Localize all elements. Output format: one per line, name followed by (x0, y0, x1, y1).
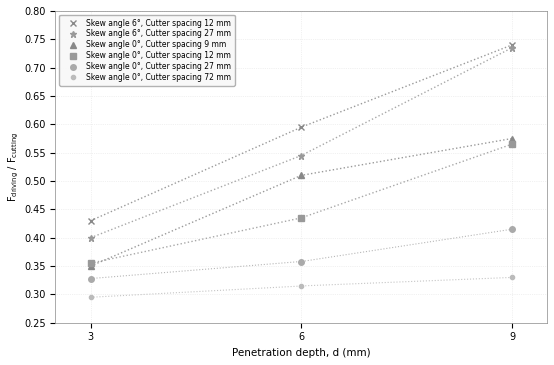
Skew angle 0°, Cutter spacing 12 mm (509, 142, 515, 146)
Skew angle 0°, Cutter spacing 9 mm (88, 264, 94, 268)
Line: Skew angle 6°, Cutter spacing 12 mm: Skew angle 6°, Cutter spacing 12 mm (87, 42, 515, 224)
Skew angle 6°, Cutter spacing 27 mm (298, 153, 305, 158)
Skew angle 0°, Cutter spacing 27 mm (298, 260, 305, 264)
Skew angle 0°, Cutter spacing 27 mm (88, 276, 94, 281)
Skew angle 0°, Cutter spacing 72 mm (298, 284, 305, 288)
Skew angle 0°, Cutter spacing 72 mm (509, 275, 515, 280)
Skew angle 0°, Cutter spacing 12 mm (88, 261, 94, 265)
Skew angle 6°, Cutter spacing 27 mm (509, 46, 515, 50)
Skew angle 6°, Cutter spacing 12 mm (298, 125, 305, 129)
Y-axis label: $\mathregular{F_{driving}}$ / $\mathregular{F_{cutting}}$: $\mathregular{F_{driving}}$ / $\mathregu… (7, 132, 22, 202)
Skew angle 0°, Cutter spacing 12 mm (298, 216, 305, 220)
X-axis label: Penetration depth, d (mm): Penetration depth, d (mm) (232, 348, 371, 358)
Skew angle 6°, Cutter spacing 27 mm (88, 235, 94, 240)
Line: Skew angle 0°, Cutter spacing 27 mm: Skew angle 0°, Cutter spacing 27 mm (88, 226, 515, 281)
Line: Skew angle 0°, Cutter spacing 72 mm: Skew angle 0°, Cutter spacing 72 mm (89, 275, 514, 299)
Skew angle 6°, Cutter spacing 12 mm (88, 219, 94, 223)
Line: Skew angle 6°, Cutter spacing 27 mm: Skew angle 6°, Cutter spacing 27 mm (87, 44, 515, 241)
Skew angle 0°, Cutter spacing 9 mm (298, 173, 305, 177)
Skew angle 0°, Cutter spacing 27 mm (509, 227, 515, 231)
Skew angle 0°, Cutter spacing 9 mm (509, 136, 515, 141)
Line: Skew angle 0°, Cutter spacing 12 mm: Skew angle 0°, Cutter spacing 12 mm (88, 141, 515, 266)
Skew angle 6°, Cutter spacing 12 mm (509, 43, 515, 47)
Skew angle 0°, Cutter spacing 72 mm (88, 295, 94, 299)
Line: Skew angle 0°, Cutter spacing 9 mm: Skew angle 0°, Cutter spacing 9 mm (88, 136, 515, 269)
Legend: Skew angle 6°, Cutter spacing 12 mm, Skew angle 6°, Cutter spacing 27 mm, Skew a: Skew angle 6°, Cutter spacing 12 mm, Ske… (59, 15, 235, 86)
